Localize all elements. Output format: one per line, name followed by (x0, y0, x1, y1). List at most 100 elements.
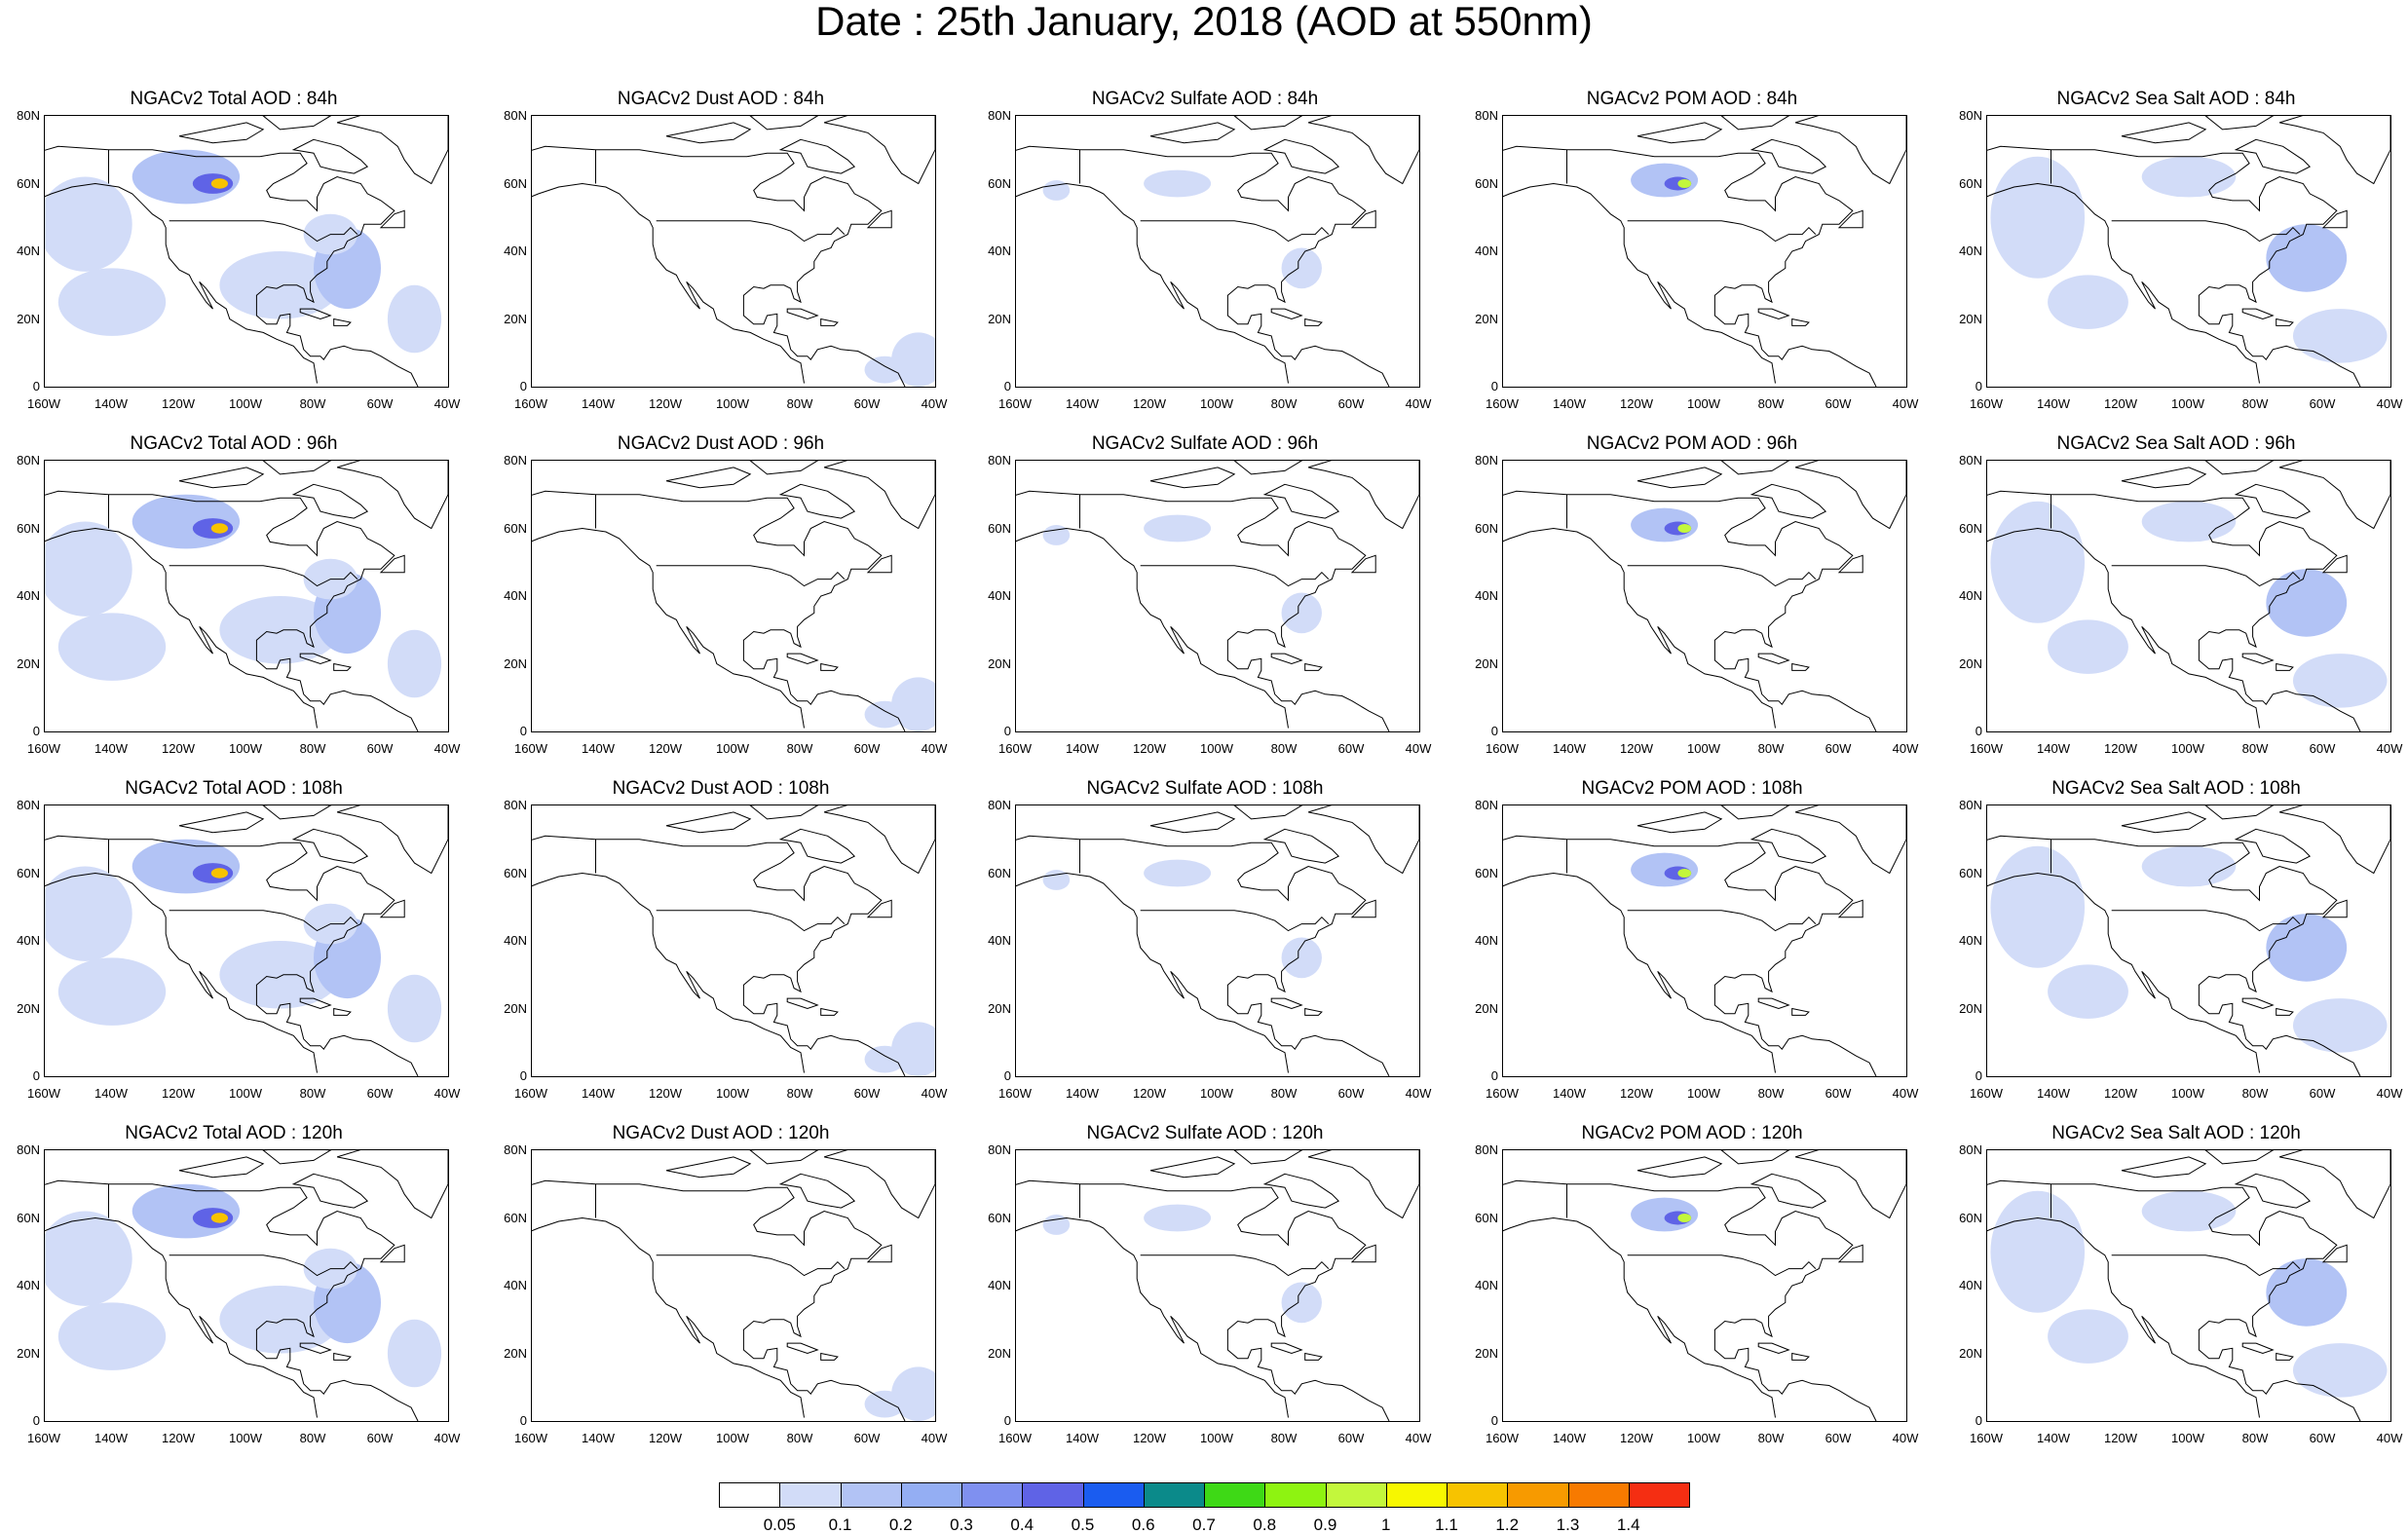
y-tick-label: 0 (519, 379, 527, 393)
y-tick-label: 20N (1959, 311, 1982, 326)
y-tick-label: 60N (1959, 175, 1982, 191)
coastline (2278, 116, 2390, 185)
coastline (1350, 899, 1376, 918)
coastline (45, 872, 318, 1073)
map-frame (1986, 804, 2391, 1077)
coastline (1794, 461, 1906, 530)
x-tick-label: 40W (1892, 1431, 1919, 1445)
x-tick-label: 160W (27, 741, 60, 756)
coastline (2241, 997, 2275, 1010)
map-panel: NGACv2 Total AOD : 84h 0 20N 40N 60N 80N 160W 1… (0, 90, 468, 421)
aod-shading (2141, 1190, 2237, 1232)
x-tick-label: 40W (921, 396, 948, 411)
x-tick-label: 120W (2104, 396, 2137, 411)
aod-shading (1990, 156, 2086, 279)
aod-shading (45, 866, 132, 961)
x-tick-label: 100W (229, 1086, 262, 1101)
x-tick-label: 120W (1620, 1086, 1653, 1101)
coastline (1503, 1216, 1776, 1418)
coastline (1637, 122, 1723, 144)
coastline (532, 835, 906, 1076)
map-canvas (532, 116, 935, 387)
x-tick-label: 140W (582, 741, 615, 756)
aod-shading (57, 1302, 167, 1370)
aod-shading (1281, 1282, 1322, 1324)
map-canvas (1987, 116, 2390, 387)
aod-shading (45, 1211, 132, 1306)
map-canvas (1503, 1150, 1906, 1421)
x-tick-label: 80W (2241, 396, 2269, 411)
y-tick-label: 20N (504, 1345, 527, 1361)
x-tick-label: 40W (433, 1086, 461, 1101)
coastline (866, 209, 892, 229)
aod-shading (1990, 845, 2086, 968)
map-panel: NGACv2 Sea Salt AOD : 108h 0 20N 40N 60N 80N 1… (1942, 779, 2408, 1110)
map-frame (1502, 460, 1907, 732)
y-tick-label: 60N (1475, 1210, 1498, 1225)
y-tick-label: 60N (1959, 1210, 1982, 1225)
x-tick-label: 140W (1553, 1431, 1586, 1445)
coastline (1307, 116, 1419, 185)
x-tick-label: 40W (921, 1086, 948, 1101)
colorbar-label: 0.8 (1253, 1515, 1277, 1534)
coastline (656, 565, 846, 587)
x-tick-label: 40W (921, 1431, 948, 1445)
x-tick-label: 100W (2171, 396, 2204, 411)
y-tick-label: 80N (1475, 108, 1498, 123)
panel-title: NGACv2 POM AOD : 84h (1586, 89, 1798, 109)
map-frame (1502, 1149, 1907, 1422)
colorbar-label: 1.4 (1616, 1515, 1640, 1534)
panel-title: NGACv2 POM AOD : 108h (1581, 778, 1803, 799)
x-tick-label: 60W (2309, 396, 2336, 411)
y-tick-label: 60N (1475, 520, 1498, 536)
map-frame (1015, 1149, 1420, 1422)
coastline (656, 220, 846, 243)
map-frame (44, 460, 449, 732)
coastline (2276, 662, 2294, 671)
panel-title: NGACv2 POM AOD : 96h (1586, 433, 1798, 454)
coastline (1304, 662, 1323, 671)
colorbar-swatch (1507, 1482, 1569, 1508)
aod-shading (2266, 914, 2348, 982)
coastline (1791, 1007, 1810, 1016)
coastline (1837, 899, 1863, 918)
coastline (1794, 116, 1906, 185)
y-tick-label: 0 (1490, 379, 1498, 393)
colorbar-swatch (1082, 1482, 1145, 1508)
coastline (1270, 308, 1303, 320)
panel-title: NGACv2 Total AOD : 84h (130, 89, 338, 109)
x-tick-label: 160W (1486, 741, 1519, 756)
x-tick-label: 80W (299, 1431, 326, 1445)
y-tick-label: 60N (988, 1210, 1011, 1225)
aod-shading (387, 629, 442, 698)
y-tick-label: 80N (504, 453, 527, 468)
panel-title: NGACv2 Dust AOD : 84h (617, 89, 825, 109)
x-tick-label: 120W (1133, 396, 1166, 411)
coastline (820, 1352, 839, 1361)
y-tick-label: 0 (519, 724, 527, 738)
x-tick-label: 140W (1066, 741, 1099, 756)
coastline (1262, 828, 1340, 864)
x-tick-label: 160W (514, 396, 547, 411)
x-tick-label: 40W (1405, 396, 1432, 411)
y-tick-label: 60N (504, 865, 527, 880)
x-tick-label: 140W (582, 1431, 615, 1445)
coastline (1016, 1179, 1390, 1421)
y-tick-label: 60N (988, 865, 1011, 880)
coastline (2121, 811, 2207, 834)
x-tick-label: 100W (229, 396, 262, 411)
y-tick-label: 80N (988, 1142, 1011, 1157)
x-tick-label: 60W (2309, 741, 2336, 756)
y-tick-label: 80N (1959, 453, 1982, 468)
map-canvas (1016, 805, 1419, 1076)
y-tick-label: 80N (504, 1142, 527, 1157)
x-tick-label: 160W (27, 1086, 60, 1101)
colorbar-label: 1.2 (1495, 1515, 1520, 1534)
coastline (1307, 461, 1419, 530)
aod-shading (57, 268, 167, 336)
y-tick-label: 20N (17, 311, 40, 326)
x-tick-label: 140W (1553, 741, 1586, 756)
map-frame (1015, 460, 1420, 732)
x-tick-label: 120W (1620, 396, 1653, 411)
coastline (2278, 461, 2390, 530)
